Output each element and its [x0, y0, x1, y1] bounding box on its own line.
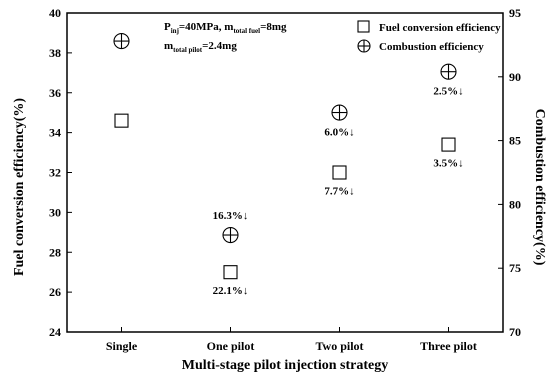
fuel-conversion-point	[332, 165, 347, 180]
combustion-efficiency-point	[222, 226, 239, 244]
right-axis-ticks: 70 75 80 85 90 95	[498, 6, 521, 339]
condition-line-1: Pinj=40MPa, mtotal fuel=8mg	[164, 21, 287, 35]
x-tick-label: One pilot	[207, 339, 255, 353]
left-tick-label: 24	[49, 325, 61, 339]
plot-frame	[66, 12, 504, 333]
legend-label-fuel: Fuel conversion efficiency	[379, 22, 501, 34]
data-marks	[113, 33, 457, 280]
left-tick-label: 36	[49, 86, 61, 100]
left-tick-label: 28	[49, 245, 61, 259]
combustion-efficiency-point	[113, 33, 130, 50]
legend: Fuel conversion efficiency Combustion ef…	[357, 20, 501, 53]
right-tick-label: 90	[509, 70, 521, 84]
combustion-efficiency-annotation: 6.0%↓	[324, 127, 354, 139]
right-tick-label: 70	[509, 325, 521, 339]
y-axis-title: Fuel conversion efficiency(%)	[12, 98, 27, 276]
x-tick-label: Two pilot	[315, 339, 363, 353]
x-tick-label: Single	[106, 339, 138, 353]
legend-label-combustion: Combustion efficiency	[379, 41, 484, 53]
x-axis-ticks: Single One pilot Two pilot Three pilot	[106, 327, 477, 353]
x-tick-label: Three pilot	[420, 339, 477, 353]
x-axis-title: Multi-stage pilot injection strategy	[182, 358, 388, 373]
condition-line-2: mtotal pilot=2.4mg	[164, 40, 237, 54]
right-tick-label: 85	[509, 134, 521, 148]
left-tick-label: 32	[49, 166, 61, 180]
combustion-efficiency-point	[440, 63, 457, 80]
left-tick-label: 34	[49, 126, 61, 140]
left-axis-ticks: 24 26 28 30 32 34 36 38 40	[49, 6, 72, 339]
right-tick-label: 80	[509, 197, 521, 211]
data-annotations: 22.1%↓ 7.7%↓ 3.5%↓ 16.3%↓ 6.0%↓ 2.5%↓	[213, 86, 464, 297]
fuel-conversion-annotation: 3.5%↓	[433, 158, 463, 170]
combustion-efficiency-point	[331, 104, 348, 121]
left-tick-label: 26	[49, 285, 61, 299]
fuel-conversion-annotation: 22.1%↓	[213, 285, 249, 297]
left-tick-label: 30	[49, 205, 61, 219]
legend-circle-plus-icon	[357, 39, 371, 53]
fuel-conversion-point	[223, 265, 238, 280]
fuel-conversion-point	[114, 113, 129, 128]
fuel-conversion-point	[441, 137, 456, 152]
y2-axis-title: Combustion efficiency(%)	[532, 109, 547, 266]
right-tick-label: 95	[509, 6, 521, 20]
combustion-efficiency-annotation: 2.5%↓	[433, 86, 463, 98]
left-tick-label: 38	[49, 46, 61, 60]
left-tick-label: 40	[49, 6, 61, 20]
legend-square-icon	[357, 20, 370, 33]
right-tick-label: 75	[509, 261, 521, 275]
fuel-conversion-annotation: 7.7%↓	[324, 186, 354, 198]
combustion-efficiency-annotation: 16.3%↓	[213, 210, 249, 222]
